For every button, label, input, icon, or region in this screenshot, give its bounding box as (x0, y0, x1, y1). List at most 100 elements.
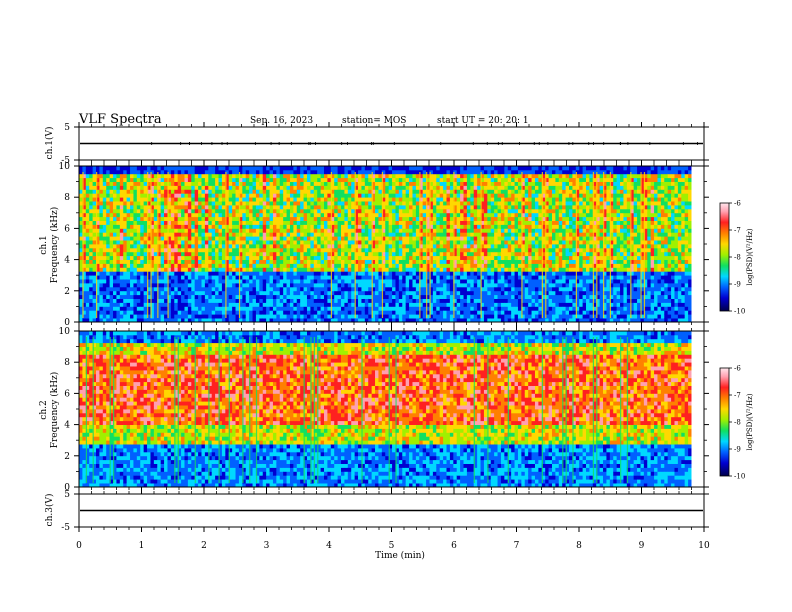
spectrogram-cell (283, 259, 287, 264)
spectrogram-cell (354, 306, 359, 311)
spectrogram-cell (181, 220, 185, 225)
spectrogram-cell (82, 224, 87, 229)
spectrogram-cell (392, 247, 396, 253)
spectrogram-cell (167, 205, 172, 210)
spectrogram-cell (487, 271, 492, 276)
spectrogram-cell (337, 220, 342, 225)
spectrogram-cell (208, 314, 213, 319)
spectrogram-cell (218, 302, 223, 307)
spectrogram-cell (371, 294, 376, 299)
spectrogram-cell (426, 310, 430, 315)
spectrogram-cell (259, 302, 264, 307)
spectrogram-cell (181, 271, 185, 276)
spectrogram-cell (164, 298, 168, 303)
spectrogram-cell (96, 302, 100, 307)
spectrogram-cell (160, 318, 165, 323)
spectrogram-cell (398, 193, 403, 198)
spectrogram-cell (405, 193, 410, 198)
spectrogram-cell (320, 166, 325, 171)
spectrogram-cell (99, 283, 104, 288)
spectrogram-cell (466, 166, 471, 171)
spectrogram-cell (330, 181, 335, 186)
spectrogram-cell (174, 197, 179, 202)
spectrogram-cell (361, 220, 366, 225)
spectrogram-cell (119, 177, 124, 182)
spectrogram-cell (470, 228, 475, 233)
spectrogram-cell (235, 279, 240, 284)
spectrogram-cell (415, 318, 420, 323)
spectrogram-cell (436, 294, 441, 299)
spectrogram-cell (174, 166, 179, 171)
spectrogram-cell (351, 169, 356, 175)
spectrogram-cell (405, 228, 410, 233)
spectrogram-cell (167, 181, 172, 186)
spectrogram-cell (494, 212, 498, 218)
spectrogram-cell (293, 212, 298, 218)
spectrogram-cell (446, 185, 451, 190)
spectrogram-cell (194, 177, 199, 182)
spectrogram-cell (106, 251, 111, 257)
spectrogram-cell (449, 216, 454, 221)
spectrogram-cell (266, 302, 270, 307)
spectrogram-cell (487, 298, 492, 303)
spectrogram-cell (375, 220, 379, 225)
spectrogram-cell (334, 298, 339, 303)
spectrogram-cell (109, 205, 114, 210)
spectrogram-cell (109, 169, 114, 175)
spectrogram-cell (483, 318, 488, 323)
spectrogram-cell (470, 224, 475, 229)
spectrogram-cell (269, 298, 274, 303)
spectrogram-cell (245, 267, 250, 272)
spectrogram-cell (426, 189, 430, 194)
spectrogram-cell (249, 263, 253, 268)
spectrogram-cell (187, 193, 192, 198)
spectrogram-cell (477, 185, 481, 190)
spectrogram-cell (245, 197, 250, 202)
spectrogram-cell (79, 267, 83, 272)
spectrogram-cell (140, 166, 145, 171)
spectrogram-cell (245, 306, 250, 311)
spectrogram-cell (412, 193, 417, 198)
spectrogram-cell (460, 283, 464, 288)
spectrogram-cell (211, 259, 216, 264)
spectrogram-cell (371, 286, 376, 292)
spectrogram-cell (456, 267, 461, 272)
spectrogram-cell (201, 298, 206, 303)
spectrogram-cell (276, 197, 281, 202)
spectrogram-cell (266, 298, 270, 303)
spectrogram-cell (449, 236, 454, 241)
spectrogram-cell (164, 290, 168, 296)
spectrogram-cell (320, 314, 325, 319)
spectrogram-cell (92, 236, 97, 241)
spectrogram-cell (436, 205, 441, 210)
spectrogram-cell (187, 197, 192, 202)
spectrogram-cell (177, 181, 182, 186)
spectrogram-cell (361, 181, 366, 186)
spectrogram-cell (160, 306, 165, 311)
spectrogram-cell (211, 275, 216, 280)
spectrogram-cell (409, 177, 413, 182)
spectrogram-cell (232, 240, 236, 245)
spectrogram-cell (269, 185, 274, 190)
spectrogram-cell (364, 224, 369, 229)
spectrogram-cell (320, 205, 325, 210)
spectrogram-cell (361, 166, 366, 171)
spectrogram-cell (480, 283, 485, 288)
spectrogram-cell (286, 236, 291, 241)
spectrogram-cell (422, 251, 427, 257)
spectrogram-cell (358, 294, 362, 299)
spectrogram-cell (412, 271, 417, 276)
spectrogram-cell (497, 290, 502, 296)
spectrogram-cell (381, 189, 386, 194)
spectrogram-cell (354, 298, 359, 303)
spectrogram-cell (96, 228, 100, 233)
spectrogram-cell (317, 189, 321, 194)
spectrogram-cell (147, 228, 151, 233)
spectrogram-cell (126, 220, 131, 225)
spectrogram-cell (92, 240, 97, 245)
spectrogram-cell (443, 310, 447, 315)
spectrogram-cell (272, 197, 277, 202)
spectrogram-cell (337, 294, 342, 299)
spectrogram-cell (361, 298, 366, 303)
spectrogram-cell (211, 240, 216, 245)
